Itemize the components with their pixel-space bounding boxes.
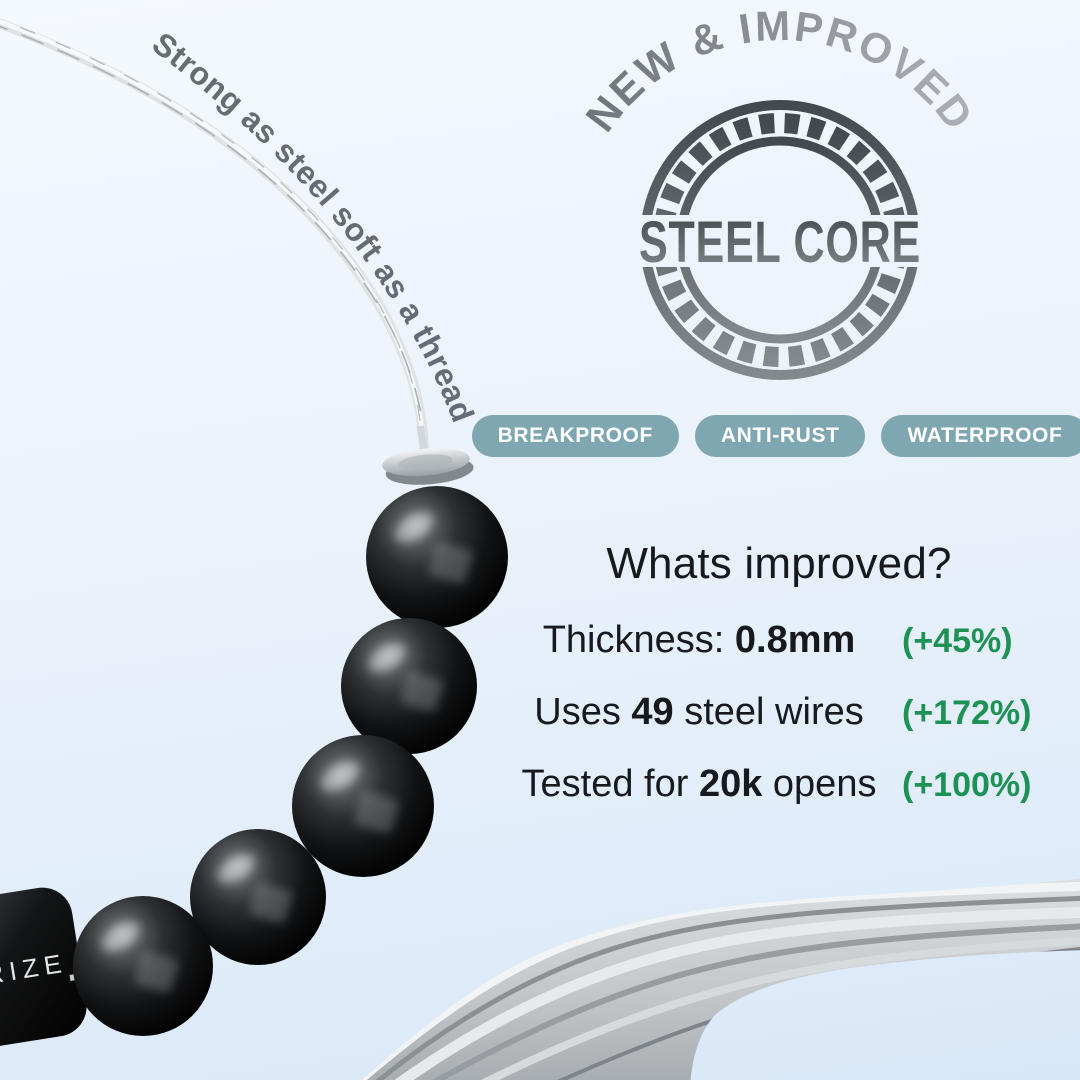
spec-prefix: Thickness: (542, 619, 735, 661)
bead (366, 486, 508, 628)
feature-badges-row: BREAKPROOF ANTI-RUST WATERPROOF (471, 415, 1080, 457)
spec-delta: (+100%) (902, 766, 1032, 804)
bead (73, 896, 213, 1036)
twisted-cable (355, 878, 1080, 1080)
badge-breakproof: BREAKPROOF (471, 415, 679, 457)
silver-disc-clasp (382, 448, 474, 485)
steel-core-stamp: STEEL CORE (634, 100, 926, 380)
spec-text: Thickness: 0.8mm (514, 616, 884, 664)
bead (292, 735, 434, 877)
spec-suffix: opens (762, 763, 877, 805)
stamp-center-text: STEEL CORE (639, 210, 921, 275)
stamp-text-band (634, 215, 926, 267)
improvements-heading: Whats improved? (606, 539, 952, 588)
spec-text: Uses 49 steel wires (514, 688, 884, 736)
bead (190, 829, 326, 965)
bead-chain (69, 486, 508, 1036)
spec-highlight: 49 (631, 691, 674, 733)
spec-delta: (+45%) (902, 622, 1013, 660)
badge-waterproof: WATERPROOF (881, 415, 1080, 457)
tagline-curved-text: Strong as steel soft as a thread (146, 25, 482, 427)
spec-highlight: 0.8mm (734, 619, 856, 661)
clasp-tube: RIZE (0, 887, 87, 1049)
bead (341, 618, 477, 754)
spec-highlight: 20k (698, 763, 763, 805)
spec-text: Tested for 20k opens (514, 760, 884, 808)
improvement-row-tested: Tested for 20k opens (+100%) (514, 760, 1044, 808)
improvements-panel: Whats improved? Thickness: 0.8mm (+45%) … (514, 540, 1044, 808)
arc-headline-text: NEW & IMPROVED (576, 2, 983, 140)
spec-prefix: Tested for (521, 763, 699, 805)
spec-prefix: Uses (534, 691, 632, 733)
spec-delta: (+172%) (902, 694, 1032, 732)
improvements-rows: Thickness: 0.8mm (+45%) Uses 49 steel wi… (514, 616, 1044, 808)
spec-suffix: steel wires (673, 691, 864, 733)
improvement-row-wires: Uses 49 steel wires (+172%) (514, 688, 1044, 736)
improvement-row-thickness: Thickness: 0.8mm (+45%) (514, 616, 1044, 664)
thin-steel-wire (0, 18, 429, 455)
badge-anti-rust: ANTI-RUST (694, 415, 866, 457)
